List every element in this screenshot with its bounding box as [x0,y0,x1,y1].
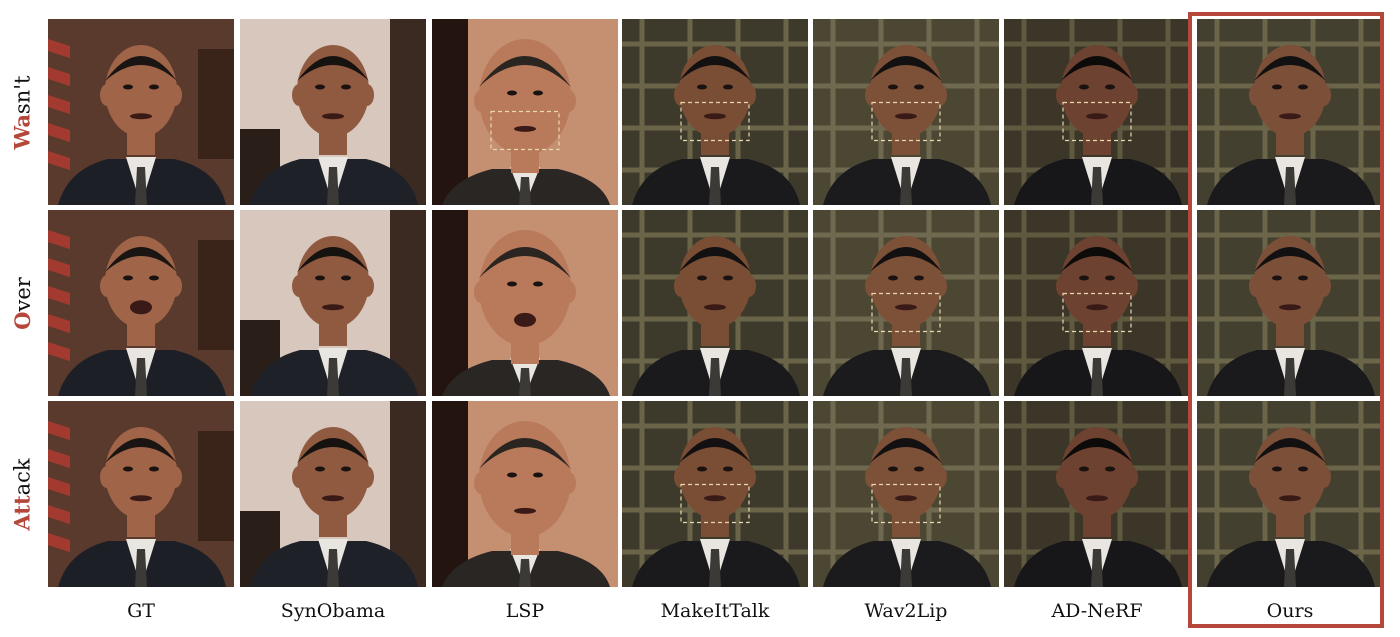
portrait-image [432,19,618,205]
row-label-rest: sn't [10,75,35,114]
portrait-image [48,210,234,396]
result-image [622,210,808,396]
column-label: SynObama [280,600,386,622]
portrait-image [48,19,234,205]
row-label: Attack [0,401,44,587]
column-label: GT [127,600,155,622]
result-image [1197,210,1383,396]
portrait-image [813,19,999,205]
result-image [432,401,618,587]
column-label: LSP [505,600,545,622]
result-image [1004,401,1190,587]
result-image [48,401,234,587]
portrait-image [48,401,234,587]
portrait-image [622,19,808,205]
row-label-rest: ver [10,276,35,312]
portrait-image [1197,401,1383,587]
row-label-highlight: Att [9,494,35,531]
result-image [240,401,426,587]
row-label: Over [0,210,44,396]
portrait-image [432,401,618,587]
result-image [1197,401,1383,587]
portrait-image [813,210,999,396]
portrait-image [1197,210,1383,396]
column-label: MakeItTalk [660,600,770,622]
portrait-image [813,401,999,587]
column-label: Ours [1266,600,1314,622]
row-label-highlight: Wa [9,113,35,149]
portrait-image [622,210,808,396]
result-image [48,19,234,205]
result-image [1004,19,1190,205]
result-image [813,19,999,205]
result-image [1004,210,1190,396]
portrait-image [240,210,426,396]
result-image [48,210,234,396]
result-image [1197,19,1383,205]
result-image [240,19,426,205]
portrait-image [240,401,426,587]
row-label-rest: ack [10,457,35,495]
row-label-text: Over [10,277,35,330]
column-label: Wav2Lip [864,600,948,622]
portrait-image [1004,210,1190,396]
portrait-image [622,401,808,587]
column-label: AD-NeRF [1051,600,1143,622]
result-image [622,19,808,205]
portrait-image [1004,19,1190,205]
result-image [813,210,999,396]
portrait-image [1197,19,1383,205]
result-image [432,210,618,396]
row-label-text: Wasn't [10,75,35,149]
portrait-image [240,19,426,205]
result-image [240,210,426,396]
result-image [813,401,999,587]
row-label: Wasn't [0,19,44,205]
result-image [432,19,618,205]
row-label-text: Attack [10,458,35,530]
result-image [622,401,808,587]
portrait-image [1004,401,1190,587]
portrait-image [432,210,618,396]
row-label-highlight: O [9,311,35,330]
